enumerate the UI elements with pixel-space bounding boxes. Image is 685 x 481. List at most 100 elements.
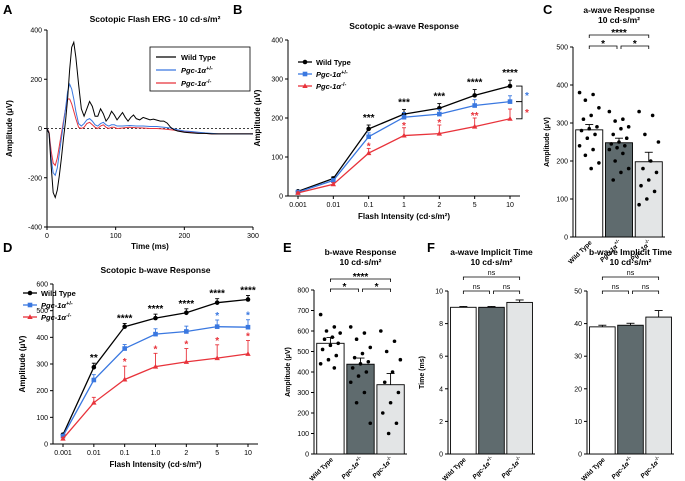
- x-tick-label: 5: [473, 202, 477, 209]
- y-tick-label: 8: [439, 321, 443, 328]
- y-tick-label: 100: [36, 415, 48, 422]
- legend: Wild Type Pgc-1α+/- Pgc-1α-/-: [149, 46, 251, 92]
- chart-title: a-wave Response: [583, 5, 655, 15]
- sig-bracket: [588, 34, 650, 38]
- bar-2: [506, 301, 533, 455]
- data-point: [583, 153, 588, 158]
- data-point: [471, 123, 478, 129]
- data-point: [366, 359, 371, 364]
- data-point: [183, 359, 190, 364]
- data-point: [392, 339, 397, 344]
- x-tick-label: Pgc-1α+/-: [470, 455, 496, 481]
- y-tick-label: 500: [556, 45, 568, 52]
- data-point: [318, 362, 323, 366]
- y-tick-label: 300: [271, 77, 283, 84]
- x-tick-label: 10: [506, 202, 514, 209]
- y-tick-label: 300: [556, 121, 568, 128]
- data-point: [332, 325, 337, 329]
- trace-0: [46, 40, 253, 199]
- data-point: [622, 144, 627, 148]
- bar-2: [634, 161, 663, 238]
- y-tick-label: 0: [305, 452, 309, 459]
- sig-label: ns: [642, 284, 650, 291]
- data-point: [330, 335, 335, 339]
- sig-label-wt: ***: [363, 113, 375, 124]
- data-point: [581, 117, 586, 121]
- y-tick-label: 0: [564, 235, 568, 242]
- data-point: [650, 113, 655, 118]
- legend-label-2: Pgc-1α-/-: [41, 313, 72, 322]
- data-point: [401, 114, 407, 120]
- data-point: [350, 366, 355, 370]
- data-point: [332, 366, 337, 370]
- panel-label-d: D: [3, 240, 12, 255]
- data-point: [507, 83, 513, 89]
- legend-label-0: Wild Type: [316, 58, 351, 67]
- data-point: [334, 353, 339, 358]
- y-tick-label: 100: [271, 155, 283, 162]
- data-point: [354, 400, 359, 405]
- y-tick-label: 100: [556, 197, 568, 204]
- data-point: [368, 345, 373, 350]
- data-point: [352, 355, 357, 360]
- trace-1: [46, 82, 253, 177]
- data-point: [328, 343, 333, 348]
- data-point: [384, 349, 389, 354]
- data-point: [360, 351, 365, 356]
- chart-subtitle: 10 cd·s/m²: [598, 15, 640, 25]
- data-point: [615, 145, 619, 150]
- sig-label: *: [633, 39, 637, 50]
- legend: Wild Type Pgc-1α+/- Pgc-1α-/-: [298, 58, 351, 91]
- y-axis-label: Amplitude (μV): [18, 335, 27, 392]
- y-tick-label: 200: [271, 116, 283, 123]
- chart-subtitle: 10 cd·s/m²: [470, 257, 512, 267]
- data-point: [595, 125, 599, 129]
- sig-label-ko: *: [367, 141, 371, 152]
- y-tick-label: 200: [297, 411, 309, 418]
- y-axis-label: Time (ms): [419, 356, 426, 389]
- data-point: [366, 126, 371, 132]
- legend-label-0: Wild Type: [181, 53, 216, 62]
- y-tick-label: 800: [297, 288, 309, 295]
- data-point: [641, 166, 645, 171]
- sig-label: *: [375, 282, 379, 293]
- x-tick-label: 0.001: [289, 202, 307, 209]
- bar-1: [617, 324, 644, 455]
- x-tick-label: 0.1: [364, 202, 374, 209]
- data-point: [153, 315, 158, 321]
- panel-label-a: A: [3, 2, 13, 17]
- data-point: [368, 421, 373, 426]
- data-point: [507, 99, 513, 104]
- bar-2: [376, 384, 405, 455]
- y-axis-label: Amplitude (μV): [5, 100, 14, 157]
- data-point: [621, 151, 625, 156]
- y-tick-label: 0: [439, 452, 443, 459]
- x-tick-label: 2: [184, 450, 188, 457]
- y-tick-label: 0: [279, 194, 283, 201]
- data-point: [587, 126, 592, 131]
- sig-label-ko: *: [246, 332, 250, 343]
- data-point: [597, 106, 601, 110]
- x-tick-label: 0.1: [120, 450, 130, 457]
- y-tick-label: 40: [574, 321, 582, 328]
- data-point: [645, 197, 649, 201]
- data-point: [624, 136, 629, 140]
- x-tick-label: 2: [437, 202, 441, 209]
- data-point: [388, 400, 393, 405]
- data-point: [507, 115, 513, 121]
- data-point: [390, 370, 395, 374]
- data-point: [322, 337, 327, 342]
- sig-label: ****: [353, 272, 369, 283]
- sig-bracket: [632, 290, 660, 294]
- y-tick-label: 0: [38, 126, 42, 133]
- data-point: [585, 136, 590, 140]
- x-tick-label: 0.001: [54, 450, 72, 457]
- data-point: [398, 357, 403, 362]
- bar-0: [450, 306, 477, 455]
- panel-label-c: C: [543, 2, 553, 17]
- x-tick-label: 10: [244, 450, 252, 457]
- y-axis-label: Amplitude (μV): [253, 89, 262, 146]
- data-point: [379, 329, 383, 333]
- data-point: [654, 170, 659, 175]
